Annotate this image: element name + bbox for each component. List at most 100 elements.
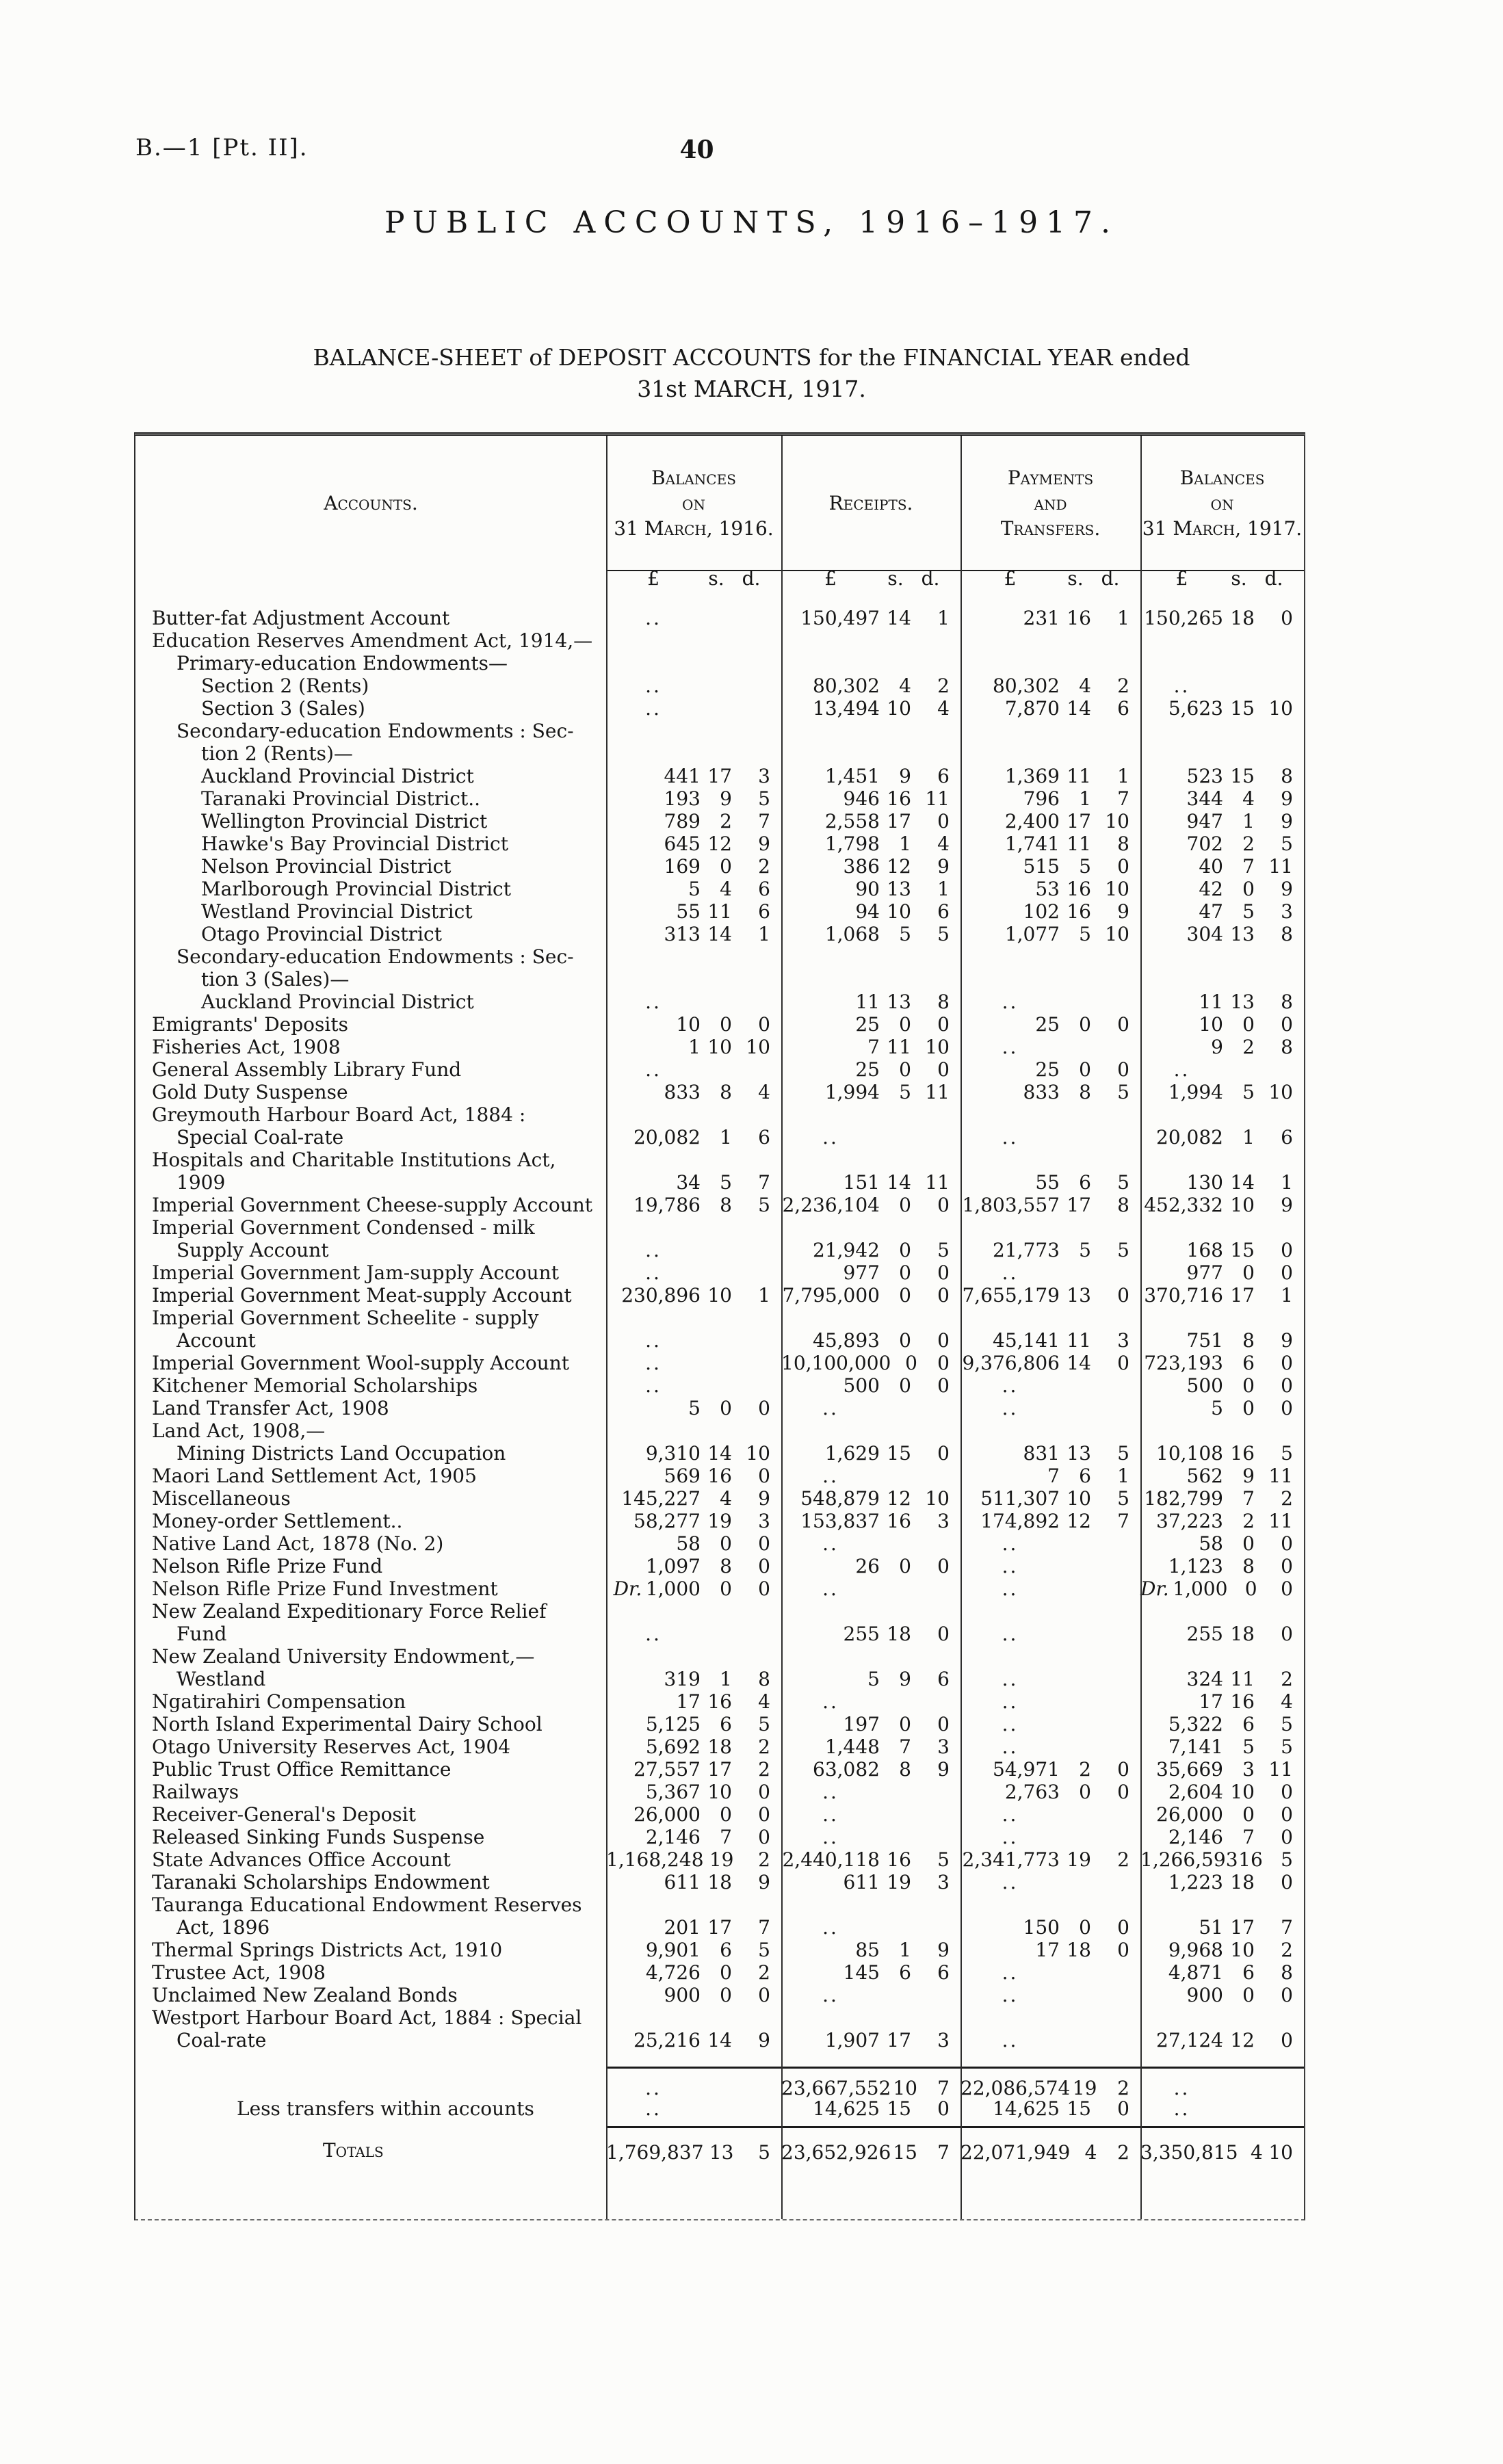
account-cell: Nelson Rifle Prize Fund Investment .. [135,1577,606,1600]
account-cell: Westland .. .. .. .. [135,1668,606,1690]
amount-cell: .. [822,1397,839,1419]
header-label: on [682,491,705,514]
table-header-row: Accounts. Balances on 31 March, 1916. Re… [135,436,1304,570]
column-header-balances-1917: Balances on 31 March, 1917. [1140,436,1304,570]
amount-cell [960,1645,1140,1668]
amount-cell [960,2006,1140,2029]
amount-cell [781,1103,960,1126]
subtitle: BALANCE-SHEET of DEPOSIT ACCOUNTS for th… [0,342,1503,405]
column-header-balances-1916: Balances on 31 March, 1916. [606,436,781,570]
amount-cell: 20,082 1 6 [633,1126,770,1149]
account-cell: Taranaki Provincial District.. .. [135,787,606,810]
amount-cell: 230,896 10 1 [621,1284,770,1307]
amount-cell: 946 16 11 [843,787,950,810]
amount-cell: 40 7 11 [1199,855,1293,878]
account-label: Kitchener Memorial Scholarships [152,1374,478,1397]
amount-cell [960,1893,1140,1916]
account-cell: Public Trust Office Remittance .. .. [135,1758,606,1781]
account-cell: New Zealand University Endowment,— [135,1645,606,1668]
account-cell: Emigrants' Deposits .. .. .. [135,1013,606,1036]
amount-cell [960,1216,1140,1239]
table-body: Butter-fat Adjustment Account .. .... 150… [135,607,1304,2219]
amount-cell: 723,193 6 0 [1144,1352,1293,1374]
amount-cell: 9,310 14 10 [645,1442,770,1465]
amount-cell: .. [822,1465,839,1487]
account-cell: Less transfers within accounts .. [135,2097,606,2121]
account-cell: Education Reserves Amendment Act, 1914,— [135,629,606,652]
amount-cell [781,1419,960,1442]
amount-cell: 702 2 5 [1186,833,1293,855]
amount-cell: 197 0 0 [843,1713,950,1735]
amount-cell [606,1307,781,1329]
account-cell: Butter-fat Adjustment Account .. .. [135,607,606,629]
account-cell: Supply Account .. .. .. [135,1239,606,1261]
table-row: Hospitals and Charitable Institutions Ac… [135,1149,1304,1171]
account-label: North Island Experimental Dairy School [152,1713,543,1735]
amount-cell: 168 15 0 [1186,1239,1293,1261]
amount-cell: 4,871 6 8 [1168,1961,1293,1984]
amount-cell: 174,892 12 7 [980,1510,1129,1532]
table-row: Unclaimed New Zealand Bonds .. .. 90000..… [135,1984,1304,2006]
amount-cell: .. [1002,1532,1019,1555]
amount-cell: 45,141 11 3 [993,1329,1129,1352]
amount-cell: .. [645,1058,662,1081]
column-header-receipts: Receipts. [781,436,960,570]
amount-cell [960,945,1140,968]
account-label: New Zealand University Endowment,— [152,1645,535,1668]
account-label: Imperial Government Scheelite - supply [152,1307,539,1329]
amount-cell: .. [822,1126,839,1149]
account-cell: Totals .. .. [135,2126,606,2162]
amount-cell: 26,000 0 0 [633,1803,770,1826]
account-label: Secondary-education Endowments : Sec- [177,945,574,968]
amount-cell: 515 5 0 [1023,855,1129,878]
amount-cell [781,2006,960,2029]
amount-cell: 10 0 0 [1199,1013,1293,1036]
amount-cell: 500 0 0 [1186,1374,1293,1397]
currency-header-row: £ s. d. £ s. d. £ s. d. £ s. d. [135,567,1304,607]
amount-cell: 324 11 2 [1186,1668,1293,1690]
amount-cell: .. [822,1803,839,1826]
account-cell: General Assembly Library Fund .. .. [135,1058,606,1081]
account-label: tion 2 (Rents)— [201,742,353,765]
amount-cell [606,2006,781,2029]
amount-cell: 1,077 5 10 [1004,923,1129,945]
account-label: Imperial Government Cheese-supply Accoun… [152,1194,593,1216]
amount-cell: 102 16 9 [1023,900,1129,923]
amount-cell: Dr. 1,000 0 0 [613,1577,770,1600]
amount-cell: 193 9 5 [664,787,770,810]
account-label: Greymouth Harbour Board Act, 1884 : [152,1103,526,1126]
account-label: Coal-rate [177,2029,267,2052]
account-cell: Section 3 (Sales) .. .. .. [135,697,606,720]
account-cell: Imperial Government Cheese-supply Accoun… [135,1194,606,1216]
amount-cell: .. [645,607,662,629]
table-row: Imperial Government Meat-supply Account 2… [135,1284,1304,1307]
amount-cell: 182,799 7 2 [1144,1487,1293,1510]
amount-cell: 523 15 8 [1186,765,1293,787]
table-row: General Assembly Library Fund .. .... 250… [135,1058,1304,1081]
amount-cell: .. [645,991,662,1013]
amount-cell [606,1645,781,1668]
account-label: Nelson Rifle Prize Fund [152,1555,383,1577]
amount-cell: .. [1002,1871,1019,1893]
column-divider [960,436,962,2219]
amount-cell: .. [645,674,662,697]
table-row: Receiver-General's Deposit .. .. 26,00000… [135,1803,1304,1826]
amount-cell: 150 0 0 [1023,1916,1129,1939]
amount-cell: 45,893 0 0 [813,1329,950,1352]
column-header-accounts: Accounts. [135,436,606,570]
amount-cell: 5,692 18 2 [645,1735,770,1758]
amount-cell: 900 0 0 [1186,1984,1293,2006]
amount-cell: 645 12 9 [664,833,770,855]
amount-cell: .. [822,1984,839,2006]
amount-cell: .. [1002,1555,1019,1577]
account-cell: Otago Provincial District .. .. [135,923,606,945]
amount-cell [960,1149,1140,1171]
amount-cell: 17 16 4 [676,1690,770,1713]
amount-cell [606,1216,781,1239]
amount-cell: 304 13 8 [1186,923,1293,945]
account-label: Native Land Act, 1878 (No. 2) [152,1532,444,1555]
